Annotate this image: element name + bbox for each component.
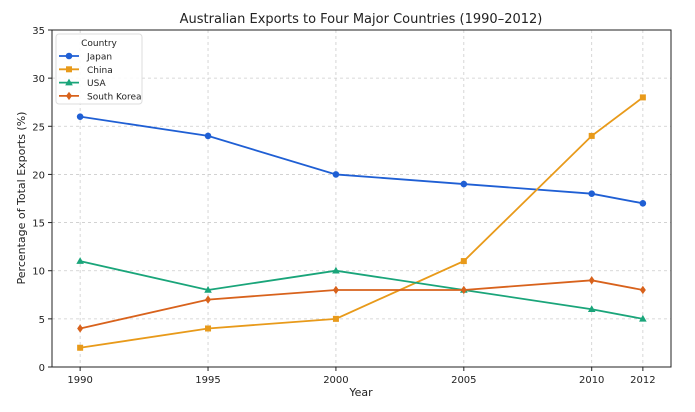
data-point-usa bbox=[639, 314, 647, 322]
x-axis-label: Year bbox=[348, 386, 373, 399]
data-point-china bbox=[639, 94, 646, 101]
chart-title: Australian Exports to Four Major Countri… bbox=[180, 12, 543, 27]
legend-entry: Japan bbox=[86, 53, 112, 63]
data-point-south-korea bbox=[460, 285, 467, 295]
data-point-south-korea bbox=[77, 324, 84, 333]
grid bbox=[52, 29, 671, 368]
data-point-japan bbox=[332, 171, 340, 178]
y-tick-label: 15 bbox=[32, 219, 45, 230]
y-axis-label: Percentage of Total Exports (%) bbox=[15, 112, 28, 285]
data-point-south-korea bbox=[588, 276, 595, 285]
legend-marker bbox=[66, 66, 72, 73]
x-tick-label: 2012 bbox=[630, 375, 655, 386]
data-point-china bbox=[588, 132, 595, 139]
data-point-japan bbox=[204, 132, 212, 140]
legend-marker bbox=[65, 78, 73, 86]
x-tick-label: 2000 bbox=[323, 375, 348, 386]
data-point-japan bbox=[588, 190, 596, 197]
data-point-south-korea bbox=[332, 285, 339, 295]
legend-entry: China bbox=[87, 66, 113, 76]
data-point-japan bbox=[460, 180, 468, 188]
axis-ticks: 1990 1995 2000 2005 2010 2012 0 5 10 15 20 25 30 35 bbox=[32, 26, 655, 386]
data-point-south-korea bbox=[639, 285, 646, 295]
y-tick-label: 25 bbox=[32, 122, 45, 133]
series-group bbox=[76, 94, 647, 351]
legend-marker bbox=[65, 52, 73, 60]
y-tick-label: 20 bbox=[32, 170, 45, 181]
data-point-japan bbox=[76, 113, 84, 120]
data-point-china bbox=[77, 344, 84, 351]
legend-marker bbox=[66, 91, 72, 101]
plot-frame bbox=[51, 29, 672, 368]
y-tick-label: 35 bbox=[32, 26, 45, 37]
y-tick-label: 30 bbox=[32, 74, 45, 85]
data-point-usa bbox=[204, 285, 212, 293]
data-point-japan bbox=[639, 200, 647, 207]
legend-entry: South Korea bbox=[87, 92, 142, 102]
data-point-china bbox=[460, 258, 467, 265]
legend-entry: USA bbox=[87, 79, 106, 89]
x-tick-label: 1995 bbox=[195, 375, 220, 386]
data-point-south-korea bbox=[205, 295, 212, 304]
x-tick-label: 2010 bbox=[579, 375, 604, 386]
legend-box bbox=[55, 33, 143, 105]
y-tick-label: 5 bbox=[39, 315, 45, 326]
data-point-usa bbox=[332, 266, 340, 274]
legend-title: Country bbox=[81, 39, 117, 49]
y-tick-label: 10 bbox=[32, 267, 45, 278]
y-tick-label: 0 bbox=[39, 363, 45, 374]
x-tick-label: 1990 bbox=[67, 375, 92, 386]
legend: Country Japan China USA South Korea bbox=[55, 33, 143, 105]
data-point-usa bbox=[76, 257, 84, 264]
series-line-japan bbox=[80, 115, 644, 205]
series-line-south-korea bbox=[79, 279, 644, 330]
series-line-usa bbox=[79, 260, 644, 320]
data-point-china bbox=[332, 315, 339, 322]
data-point-china bbox=[205, 325, 212, 332]
data-point-usa bbox=[587, 305, 596, 313]
x-tick-label: 2005 bbox=[451, 375, 476, 386]
